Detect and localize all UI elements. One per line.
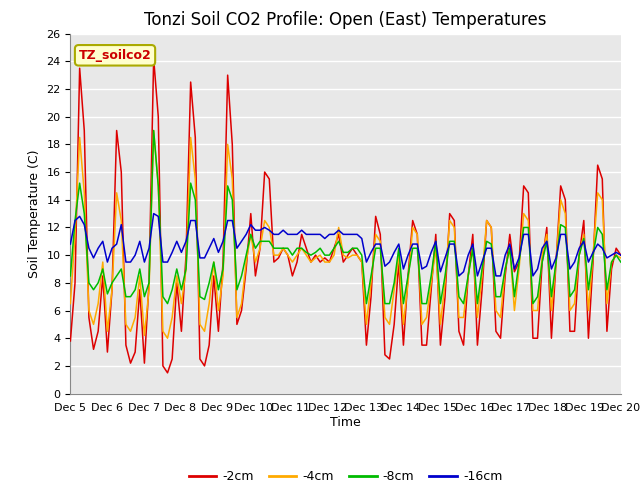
X-axis label: Time: Time <box>330 416 361 429</box>
Title: Tonzi Soil CO2 Profile: Open (East) Temperatures: Tonzi Soil CO2 Profile: Open (East) Temp… <box>145 11 547 29</box>
Legend: -2cm, -4cm, -8cm, -16cm: -2cm, -4cm, -8cm, -16cm <box>184 465 508 480</box>
Text: TZ_soilco2: TZ_soilco2 <box>79 49 152 62</box>
Y-axis label: Soil Temperature (C): Soil Temperature (C) <box>28 149 41 278</box>
